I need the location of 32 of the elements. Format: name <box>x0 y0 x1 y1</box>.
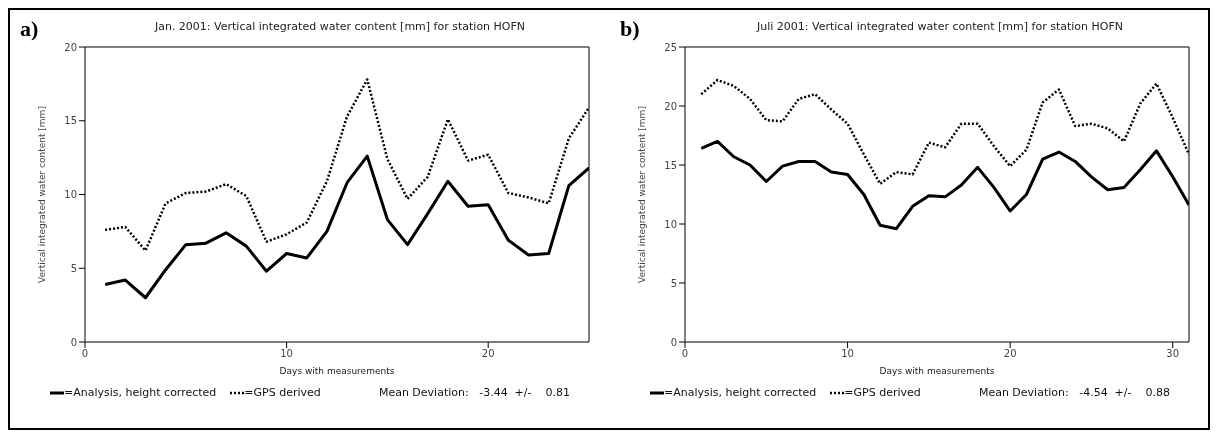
y-tick-label: 0 <box>670 336 677 348</box>
x-tick-label: 10 <box>841 348 854 360</box>
text: a) <box>20 16 39 42</box>
y-tick-label: 15 <box>64 115 77 127</box>
y-tick-label: 0 <box>70 336 77 348</box>
y-axis-title: Vertical integrated water content [mm] <box>637 106 648 283</box>
x-tick-label: 0 <box>681 348 689 360</box>
y-tick-label: 15 <box>664 159 677 171</box>
y-tick-label: 25 <box>664 41 677 53</box>
x-tick-label: 30 <box>1166 348 1180 360</box>
y-tick-label: 20 <box>664 100 677 112</box>
chart-title: Juli 2001: Vertical integrated water content [mm] for station HOFN <box>755 20 1124 33</box>
x-axis-title: Days with measurements <box>879 366 995 376</box>
legend-label: =Analysis, height corrected <box>664 386 817 399</box>
x-tick-label: 0 <box>81 348 89 360</box>
y-tick-label: 5 <box>70 262 77 274</box>
text: Mean Deviation: -4.54 +/- 0.88 <box>978 386 1170 399</box>
x-tick-label: 10 <box>280 348 293 360</box>
x-axis-title: Days with measurements <box>279 366 395 376</box>
y-tick-label: 10 <box>64 189 77 201</box>
text: b) <box>620 16 640 42</box>
y-tick-label: 20 <box>64 41 77 53</box>
y-tick-label: 10 <box>664 218 677 230</box>
x-tick-label: 20 <box>481 348 495 360</box>
chart-title: Jan. 2001: Vertical integrated water content [mm] for station HOFN <box>153 20 527 33</box>
legend-label: =Analysis, height corrected <box>64 386 217 399</box>
text: Mean Deviation: -3.44 +/- 0.81 <box>378 386 570 399</box>
x-tick-label: 20 <box>1003 348 1017 360</box>
legend-label: =GPS derived <box>844 386 921 399</box>
y-axis-title: Vertical integrated water content [mm] <box>37 106 48 283</box>
legend-label: =GPS derived <box>244 386 321 399</box>
y-tick-label: 5 <box>670 277 677 289</box>
